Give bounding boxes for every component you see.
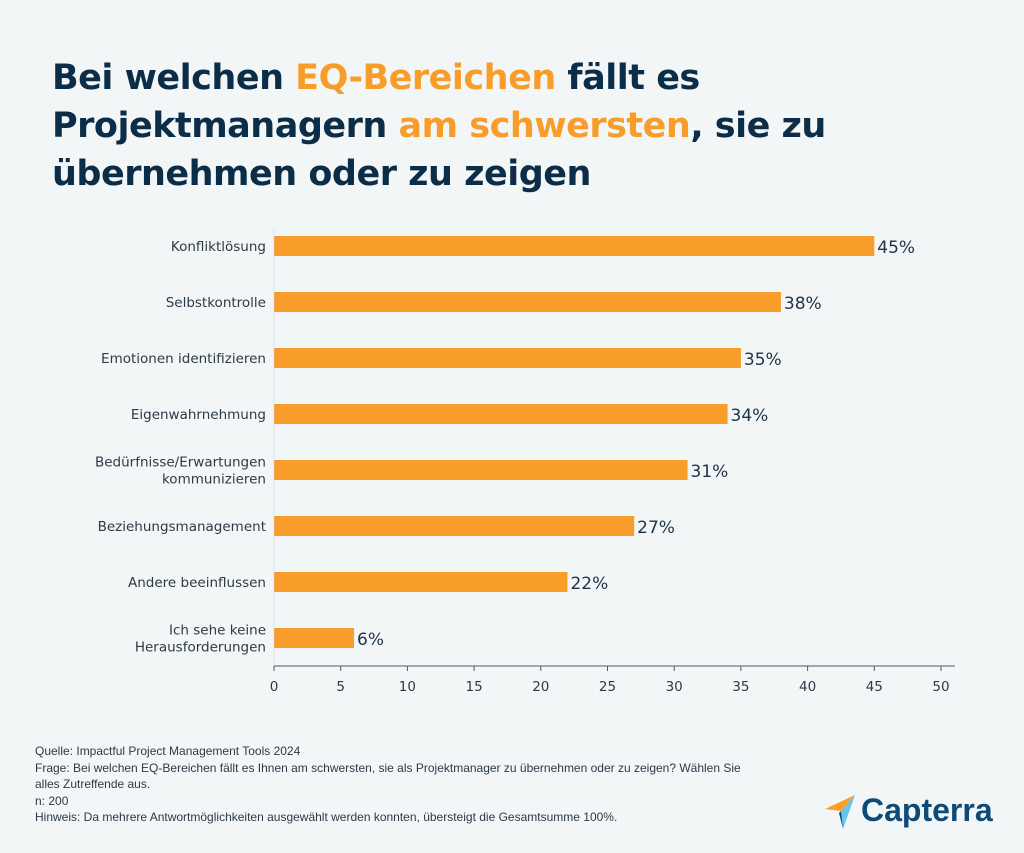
data-label: 45% <box>877 238 915 258</box>
category-label-line: Selbstkontrolle <box>166 295 266 311</box>
question-note: Frage: Bei welchen EQ-Bereichen fällt es… <box>35 760 741 792</box>
hint-note: Hinweis: Da mehrere Antwortmöglichkeiten… <box>35 810 618 824</box>
bar-chart: 45% Konfliktlösung 38% Selbstkontrolle 35% Em… <box>95 228 955 695</box>
title-text: Bei welchen <box>52 58 296 98</box>
data-label: 22% <box>570 574 608 594</box>
x-tick-label: 5 <box>336 679 345 695</box>
category-label: Bedürfnisse/Erwartungen kommunizieren <box>95 455 266 488</box>
category-label: Konfliktlösung <box>171 239 266 255</box>
x-tick-label: 30 <box>666 679 683 695</box>
category-label: Eigenwahrnehmung <box>131 407 266 423</box>
x-tick-label: 35 <box>732 679 749 695</box>
title-text: fällt es Projektmanagern <box>52 58 700 146</box>
footnotes: Quelle: Impactful Project Management Too… <box>35 743 755 826</box>
data-label: 6% <box>357 630 384 650</box>
capterra-arrow-icon <box>825 794 855 829</box>
category-label-line: Beziehungsmanagement <box>98 519 266 535</box>
title-highlight: EQ-Bereichen <box>295 58 556 98</box>
capterra-logo: Capterra <box>825 792 993 829</box>
x-tick-label: 20 <box>532 679 549 695</box>
category-label-line: Emotionen identifizieren <box>101 351 266 367</box>
logo-text: Capterra <box>861 792 993 828</box>
data-label: 38% <box>784 294 822 314</box>
category-label: Beziehungsmanagement <box>98 519 266 535</box>
category-label-line: Ich sehe keine <box>169 623 266 639</box>
category-label-line: kommunizieren <box>162 472 266 488</box>
bar <box>274 292 781 312</box>
title-text: , sie zu übernehmen oder zu zeigen <box>52 106 826 194</box>
sample-size-note: n: 200 <box>35 793 69 808</box>
chart-title: Bei welchen EQ-Bereichen fällt es Projek… <box>52 54 952 198</box>
data-label: 35% <box>744 350 782 370</box>
bar <box>274 348 741 368</box>
bar <box>274 628 355 648</box>
bar <box>274 572 568 592</box>
category-label: Selbstkontrolle <box>166 295 266 311</box>
bar <box>274 404 728 424</box>
bar <box>274 236 875 256</box>
x-tick-label: 10 <box>399 679 416 695</box>
x-tick-label: 0 <box>270 679 279 695</box>
source-note: Quelle: Impactful Project Management Too… <box>35 744 301 758</box>
category-label: Andere beeinflussen <box>128 575 266 591</box>
data-label: 34% <box>731 406 769 426</box>
category-label-line: Herausforderungen <box>135 640 266 656</box>
x-tick-label: 45 <box>866 679 883 695</box>
category-label: Ich sehe keine Herausforderungen <box>135 623 266 656</box>
title-highlight: am schwersten <box>398 106 691 146</box>
data-label: 31% <box>691 462 729 482</box>
x-tick-label: 15 <box>466 679 483 695</box>
category-label-line: Konfliktlösung <box>171 239 266 255</box>
x-tick-label: 25 <box>599 679 616 695</box>
category-label: Emotionen identifizieren <box>101 351 266 367</box>
bar <box>274 460 688 480</box>
x-tick-label: 40 <box>799 679 816 695</box>
category-label-line: Eigenwahrnehmung <box>131 407 266 423</box>
category-label-line: Bedürfnisse/Erwartungen <box>95 455 266 471</box>
x-tick-label: 50 <box>932 679 949 695</box>
category-label-line: Andere beeinflussen <box>128 575 266 591</box>
bar <box>274 516 635 536</box>
data-label: 27% <box>637 518 675 538</box>
